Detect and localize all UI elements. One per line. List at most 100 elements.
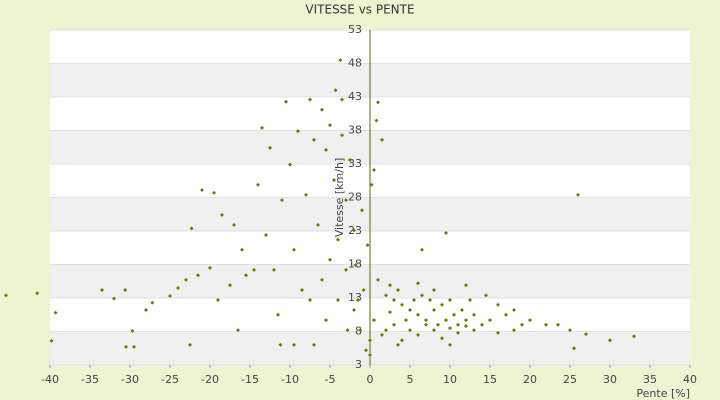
- point: [408, 308, 412, 313]
- point: [340, 97, 344, 102]
- y-tick-label: 28: [348, 191, 362, 204]
- point: [338, 58, 343, 63]
- x-tick-label: -35: [81, 373, 99, 386]
- point: [312, 342, 316, 347]
- point: [292, 247, 296, 252]
- point: [460, 308, 464, 313]
- point: [416, 312, 420, 317]
- point: [456, 330, 460, 335]
- point: [436, 322, 440, 327]
- point: [464, 318, 468, 323]
- point: [388, 310, 392, 315]
- point: [328, 123, 332, 128]
- point: [408, 328, 412, 333]
- point: [348, 157, 352, 162]
- point: [572, 346, 576, 351]
- point: [448, 326, 452, 331]
- point: [272, 267, 276, 272]
- point: [356, 298, 360, 303]
- point: [369, 182, 374, 187]
- point: [189, 226, 194, 231]
- point: [316, 222, 320, 227]
- point: [150, 300, 155, 305]
- point: [208, 265, 212, 270]
- point: [360, 208, 364, 213]
- point: [556, 322, 560, 327]
- point: [130, 328, 135, 333]
- point: [312, 137, 316, 142]
- point: [365, 243, 370, 248]
- y-tick-label: 13: [348, 291, 362, 304]
- point: [432, 308, 436, 313]
- point: [396, 287, 400, 292]
- point: [228, 283, 232, 288]
- point: [352, 308, 356, 313]
- point: [424, 322, 428, 327]
- point: [320, 277, 324, 282]
- point: [400, 338, 404, 343]
- point: [372, 318, 376, 323]
- point: [361, 287, 366, 292]
- point: [280, 198, 284, 203]
- point: [444, 318, 448, 323]
- point: [480, 322, 484, 327]
- point: [420, 293, 424, 298]
- point: [188, 342, 192, 347]
- point: [132, 344, 136, 349]
- point: [472, 312, 476, 317]
- point: [276, 312, 280, 317]
- point: [176, 285, 180, 290]
- point: [396, 342, 400, 347]
- point: [520, 322, 524, 327]
- point: [336, 298, 340, 303]
- x-tick-label: -40: [41, 373, 59, 386]
- x-tick-label: 20: [523, 373, 537, 386]
- point: [632, 334, 636, 339]
- y-tick-label: 3: [355, 358, 362, 371]
- point: [504, 312, 508, 317]
- point: [448, 298, 452, 303]
- point: [528, 318, 532, 323]
- point: [388, 283, 392, 288]
- point: [264, 233, 268, 238]
- y-tick-label: 8: [355, 325, 362, 338]
- point: [200, 188, 204, 193]
- x-tick-label: -25: [161, 373, 179, 386]
- x-tick-label: -30: [121, 373, 139, 386]
- y-tick-label: 53: [348, 23, 362, 36]
- y-axis-label: Vitesse [km/h]: [333, 158, 346, 238]
- point: [320, 107, 324, 112]
- point: [168, 293, 172, 298]
- point: [284, 99, 288, 104]
- point: [123, 287, 128, 292]
- point: [544, 322, 548, 327]
- point: [308, 97, 312, 102]
- point: [244, 273, 248, 278]
- point: [368, 338, 372, 343]
- point: [488, 318, 492, 323]
- point: [392, 322, 396, 327]
- point: [196, 273, 200, 278]
- point: [424, 318, 428, 323]
- point: [324, 318, 328, 323]
- point: [416, 332, 420, 337]
- point: [484, 293, 488, 298]
- point: [100, 287, 104, 292]
- x-tick-label: -20: [201, 373, 219, 386]
- x-tick-label: 25: [563, 373, 577, 386]
- point: [440, 336, 444, 341]
- point: [220, 212, 224, 217]
- point: [372, 168, 376, 173]
- point: [376, 277, 380, 282]
- point: [364, 348, 368, 353]
- point: [452, 312, 456, 317]
- x-tick-label: 5: [407, 373, 414, 386]
- point: [300, 287, 304, 292]
- x-tick-label: 40: [683, 373, 697, 386]
- point: [232, 222, 236, 227]
- point: [256, 182, 260, 187]
- point: [412, 298, 416, 303]
- point: [212, 190, 216, 195]
- point: [324, 147, 328, 152]
